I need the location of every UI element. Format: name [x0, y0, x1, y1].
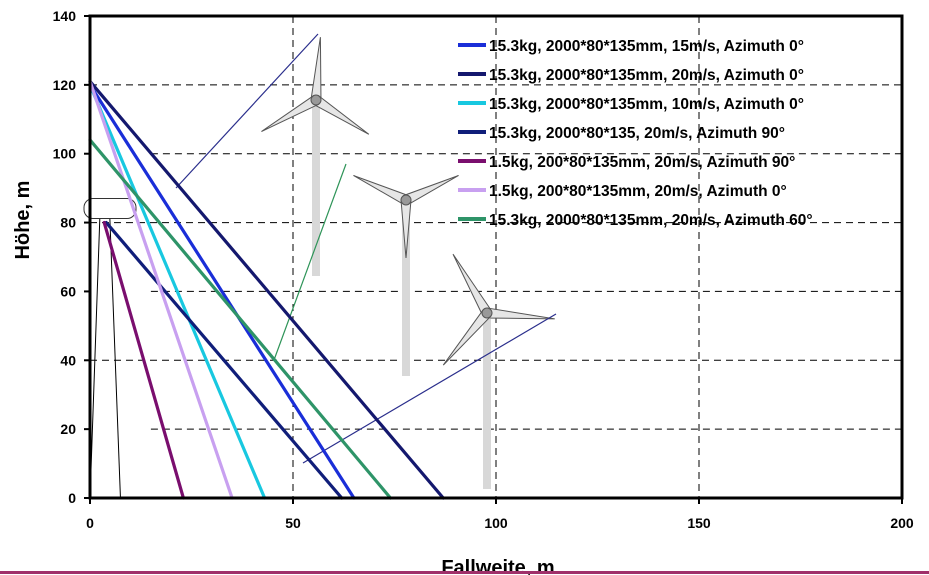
- turbine-hub: [481, 307, 493, 319]
- turbine-blade: [312, 95, 370, 135]
- legend-label-2: 15.3kg, 2000*80*135mm, 20m/s, Azimuth 0°: [489, 67, 804, 84]
- y-axis-title: Höhe, m: [12, 181, 34, 260]
- y-tick-label: 40: [60, 352, 76, 368]
- turbine-blade: [452, 253, 493, 317]
- x-tick-label: 0: [86, 515, 94, 531]
- data-series: [88, 79, 445, 500]
- x-tick-label: 50: [285, 515, 301, 531]
- axes: 0 20 40 60 80 100 120 140 0 50 100 150 200: [53, 8, 914, 531]
- legend-label-4: 15.3kg, 2000*80*135, 20m/s, Azimuth 90°: [489, 125, 785, 142]
- legend-label-3: 15.3kg, 2000*80*135mm, 10m/s, Azimuth 0°: [489, 96, 804, 113]
- turbine-tower: [483, 319, 491, 489]
- bottom-divider: [0, 571, 929, 574]
- leader-line: [302, 313, 557, 464]
- series-line-2: [88, 79, 445, 500]
- turbine-blade: [310, 37, 322, 101]
- turbine-icon: [353, 175, 459, 376]
- x-axis-title: Fallweite, m: [441, 557, 554, 575]
- y-tick-label: 0: [68, 490, 76, 506]
- series-line-5: [102, 220, 185, 500]
- y-tick-label: 80: [60, 215, 76, 231]
- tower-outline: [89, 208, 121, 499]
- legend-label-6: 1.5kg, 200*80*135mm, 20m/s, Azimuth 0°: [489, 183, 787, 200]
- series-line-6: [88, 79, 234, 500]
- turbine-hub: [310, 94, 322, 106]
- series-line-7: [88, 138, 393, 500]
- turbine-blade: [353, 175, 409, 206]
- legend: 15.3kg, 2000*80*135mm, 15m/s, Azimuth 0°…: [458, 38, 813, 229]
- y-tick-label: 120: [53, 77, 77, 93]
- nacelle: [83, 197, 137, 219]
- y-tick-label: 60: [60, 283, 76, 299]
- y-tick-label: 20: [60, 421, 76, 437]
- turbine-tower: [312, 106, 320, 276]
- legend-label-5: 1.5kg, 200*80*135mm, 20m/s, Azimuth 90°: [489, 154, 795, 171]
- turbine-blade: [261, 94, 320, 132]
- turbine-blade: [403, 175, 459, 206]
- legend-label-1: 15.3kg, 2000*80*135mm, 15m/s, Azimuth 0°: [489, 38, 804, 55]
- leader-line: [175, 33, 319, 189]
- turbine-blade: [486, 307, 555, 320]
- y-tick-label: 140: [53, 8, 77, 24]
- x-tick-label: 150: [687, 515, 711, 531]
- series-line-1: [88, 83, 356, 500]
- series-line-4: [104, 220, 344, 500]
- turbine-hub: [400, 194, 412, 206]
- series-line-3: [88, 83, 267, 500]
- x-tick-label: 200: [890, 515, 914, 531]
- leader-line: [273, 163, 347, 361]
- legend-label-7: 15.3kg, 2000*80*135mm, 20m/s, Azimuth 60…: [489, 212, 813, 229]
- x-tick-label: 100: [484, 515, 508, 531]
- y-tick-label: 100: [53, 146, 77, 162]
- turbine-tower: [402, 206, 410, 376]
- gridlines: [90, 16, 902, 498]
- turbine-icon: [261, 37, 370, 276]
- turbine-icon: [442, 253, 555, 489]
